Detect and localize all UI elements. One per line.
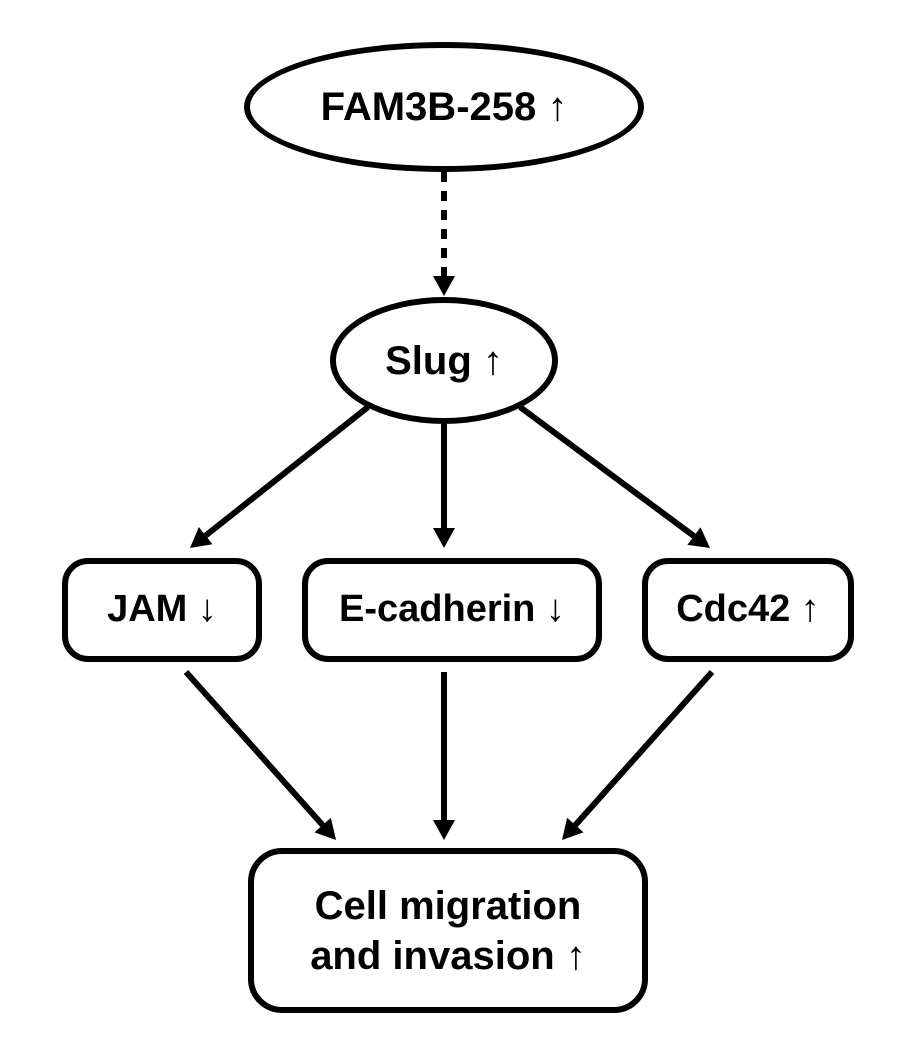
- edge-fam3b-to-slug: [433, 172, 455, 296]
- diagram-canvas: FAM3B-258 ↑ Slug ↑ JAM ↓ E-cadherin ↓ Cd…: [0, 0, 923, 1050]
- node-ecad-label: E-cadherin ↓: [339, 586, 565, 634]
- node-outcome: Cell migration and invasion ↑: [248, 848, 648, 1013]
- node-slug-label: Slug ↑: [385, 336, 503, 386]
- node-outcome-label: Cell migration and invasion ↑: [310, 881, 586, 981]
- node-cdc42: Cdc42 ↑: [642, 558, 854, 662]
- node-ecad: E-cadherin ↓: [302, 558, 602, 662]
- node-jam: JAM ↓: [62, 558, 262, 662]
- node-cdc42-label: Cdc42 ↑: [676, 586, 820, 634]
- edge-slug-to-cdc42: [520, 407, 710, 548]
- node-fam3b: FAM3B-258 ↑: [244, 42, 644, 172]
- edge-jam-to-outcome: [186, 672, 336, 840]
- node-fam3b-label: FAM3B-258 ↑: [321, 82, 568, 132]
- node-slug: Slug ↑: [330, 297, 558, 424]
- edge-ecad-to-outcome: [433, 672, 455, 840]
- edge-cdc42-to-outcome: [562, 672, 712, 840]
- edge-slug-to-jam: [190, 407, 368, 548]
- edge-slug-to-ecad: [433, 424, 455, 548]
- node-jam-label: JAM ↓: [107, 586, 217, 634]
